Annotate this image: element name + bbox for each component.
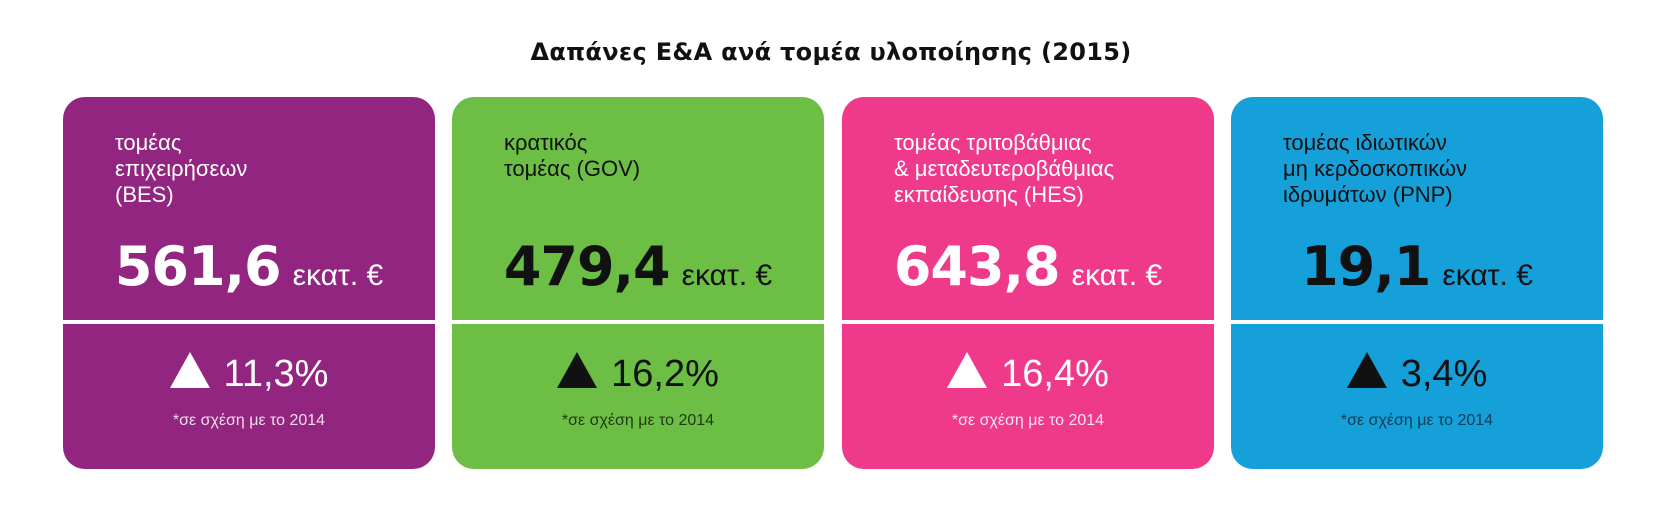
card-top-panel: κρατικός τομέας (GOV) 479,4 εκατ. €: [452, 97, 824, 320]
comparison-note: *σε σχέση με το 2014: [172, 412, 326, 429]
spending-value: 479,4: [503, 235, 671, 298]
up-triangle-icon: [1346, 352, 1387, 388]
value-row: 479,4 εκατ. €: [452, 235, 824, 298]
up-triangle-icon: [169, 352, 210, 388]
sector-label: τομέας τριτοβάθμιας & μεταδευτεροβάθμιας…: [894, 130, 1115, 207]
card-bottom-panel: 16,2% *σε σχέση με το 2014: [452, 324, 824, 469]
comparison-note: *σε σχέση με το 2014: [951, 412, 1105, 429]
card-pnp: τομέας ιδιωτικών μη κερδοσκοπικών ιδρυμά…: [1231, 97, 1603, 469]
change-row: 3,4%: [1231, 352, 1603, 396]
spending-unit: εκατ. €: [681, 259, 773, 292]
card-gov: κρατικός τομέας (GOV) 479,4 εκατ. € 16,2%…: [452, 97, 824, 469]
card-top-panel: τομέας ιδιωτικών μη κερδοσκοπικών ιδρυμά…: [1231, 97, 1603, 320]
card-bottom-panel: 3,4% *σε σχέση με το 2014: [1231, 324, 1603, 469]
spending-value: 19,1: [1301, 235, 1431, 298]
sector-label: κρατικός τομέας (GOV): [504, 130, 641, 181]
card-top-panel: τομέας επιχειρήσεων (BES) 561,6 εκατ. €: [63, 97, 435, 320]
comparison-note: *σε σχέση με το 2014: [1340, 412, 1494, 429]
value-row: 561,6 εκατ. €: [63, 235, 435, 298]
card-hes: τομέας τριτοβάθμιας & μεταδευτεροβάθμιας…: [842, 97, 1214, 469]
spending-unit: εκατ. €: [1071, 259, 1163, 292]
card-divider: [842, 320, 1214, 324]
change-value: 11,3%: [223, 353, 329, 395]
value-row: 643,8 εκατ. €: [842, 235, 1214, 298]
change-value: 16,2%: [611, 353, 719, 395]
card-bes: τομέας επιχειρήσεων (BES) 561,6 εκατ. € 1…: [63, 97, 435, 469]
value-row: 19,1 εκατ. €: [1231, 235, 1603, 298]
spending-unit: εκατ. €: [1442, 259, 1533, 292]
spending-value: 561,6: [114, 235, 282, 298]
card-bottom-panel: 16,4% *σε σχέση με το 2014: [842, 324, 1214, 469]
change-value: 16,4%: [1001, 353, 1109, 395]
comparison-note: *σε σχέση με το 2014: [561, 412, 715, 429]
card-divider: [63, 320, 435, 324]
spending-value: 643,8: [893, 235, 1061, 298]
card-divider: [1231, 320, 1603, 324]
sector-label: τομέας ιδιωτικών μη κερδοσκοπικών ιδρυμά…: [1283, 130, 1468, 207]
card-top-panel: τομέας τριτοβάθμιας & μεταδευτεροβάθμιας…: [842, 97, 1214, 320]
sector-label: τομέας επιχειρήσεων (BES): [115, 130, 248, 207]
change-value: 3,4%: [1400, 353, 1488, 395]
change-row: 16,2%: [452, 352, 824, 396]
up-triangle-icon: [947, 352, 988, 388]
chart-title: Δαπάνες Ε&Α ανά τομέα υλοποίησης (2015): [530, 38, 1132, 66]
change-row: 11,3%: [63, 352, 435, 396]
change-row: 16,4%: [842, 352, 1214, 396]
card-bottom-panel: 11,3% *σε σχέση με το 2014: [63, 324, 435, 469]
up-triangle-icon: [557, 352, 598, 388]
card-divider: [452, 320, 824, 324]
spending-unit: εκατ. €: [292, 259, 384, 292]
